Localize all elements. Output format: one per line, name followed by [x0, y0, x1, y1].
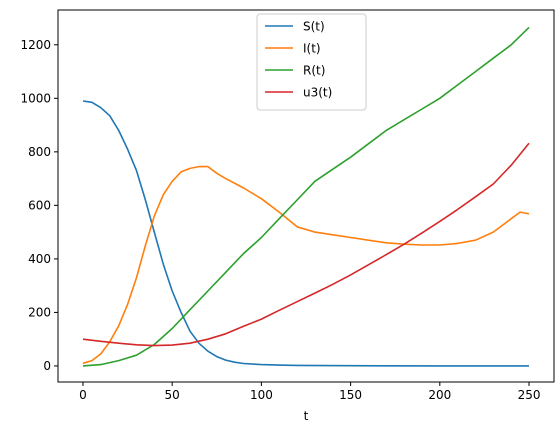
x-tick-label: 0 — [79, 388, 87, 402]
x-axis-label: t — [304, 409, 309, 423]
legend: S(t) I(t) R(t) u3(t) — [256, 13, 367, 111]
axes-frame — [57, 9, 555, 383]
x-tick-label: 200 — [428, 388, 451, 402]
x-axis: 0 50 100 150 200 250 — [79, 382, 540, 402]
y-tick-label: 0 — [43, 359, 51, 373]
y-tick-label: 200 — [28, 305, 51, 319]
y-tick-label: 800 — [28, 145, 51, 159]
series-line-0 — [82, 100, 529, 367]
y-tick-label: 1200 — [20, 38, 51, 52]
legend-label: I(t) — [303, 42, 321, 56]
x-tick-label: 150 — [339, 388, 362, 402]
plot-lines — [82, 26, 530, 367]
legend-label: u3(t) — [303, 86, 332, 100]
y-tick-label: 1000 — [20, 91, 51, 105]
x-tick-label: 250 — [518, 388, 541, 402]
y-axis: 0 200 400 600 800 1000 1200 — [20, 38, 58, 373]
series-line-2 — [82, 26, 530, 367]
legend-label: S(t) — [303, 20, 325, 34]
y-tick-label: 400 — [28, 252, 51, 266]
legend-box — [256, 13, 367, 111]
legend-label: R(t) — [303, 64, 325, 78]
x-tick-label: 50 — [165, 388, 180, 402]
series-line-3 — [82, 142, 530, 347]
x-tick-label: 100 — [250, 388, 273, 402]
y-tick-label: 600 — [28, 198, 51, 212]
series-line-1 — [82, 165, 530, 365]
